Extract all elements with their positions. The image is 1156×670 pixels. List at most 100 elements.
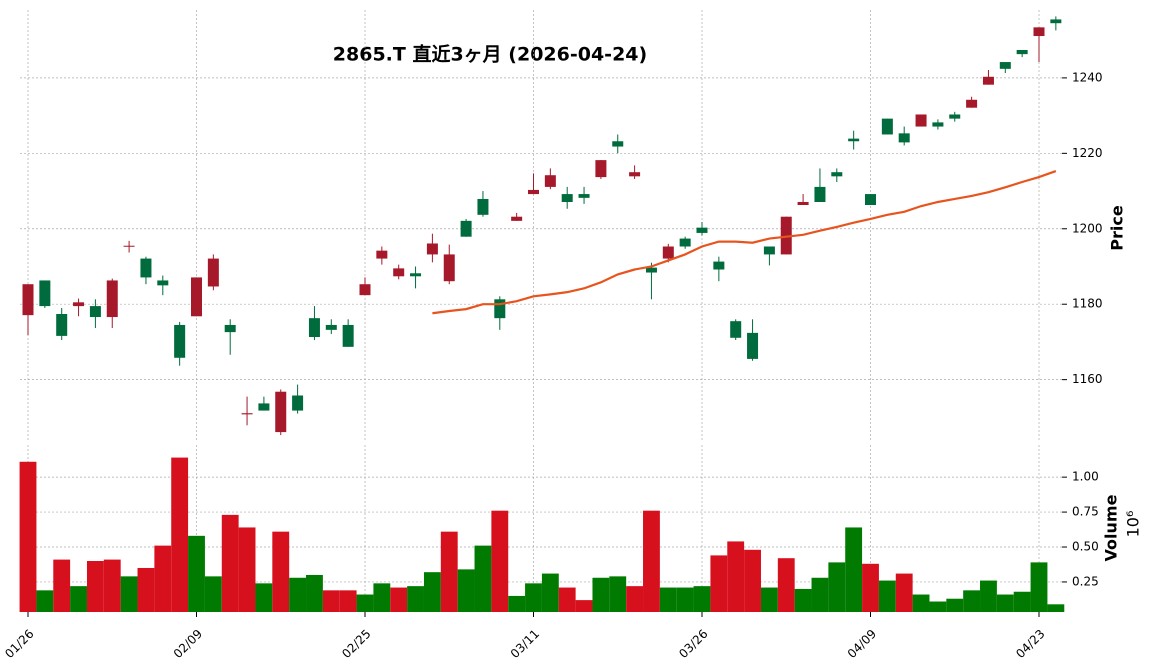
volume-bar — [811, 577, 829, 612]
y-tick-label: 0.75 — [1072, 505, 1099, 519]
candle-body — [207, 258, 219, 287]
candle-body — [848, 138, 860, 142]
x-tick-label: 04/23 — [1013, 627, 1047, 661]
candle-body — [662, 246, 674, 259]
volume-bar — [946, 598, 964, 612]
x-tick-label: 01/26 — [2, 627, 36, 661]
candle-body — [511, 216, 523, 221]
candle-body — [241, 413, 253, 415]
candle-body — [73, 302, 85, 307]
volume-bar — [643, 510, 660, 612]
candle-body — [797, 201, 809, 206]
candle-body — [898, 133, 910, 143]
volume-bar — [541, 573, 559, 612]
candle-body — [595, 160, 607, 178]
y-tick-label: 1200 — [1072, 221, 1103, 235]
volume-bar — [188, 535, 205, 612]
volume-bar — [36, 590, 54, 612]
candle-body — [376, 250, 388, 259]
volume-bar — [845, 527, 863, 612]
candle-body — [393, 268, 405, 277]
candle-body — [359, 284, 371, 296]
candle-body — [342, 324, 354, 347]
volume-bar — [491, 510, 509, 612]
volume-bar — [980, 580, 997, 612]
candle-body — [763, 246, 775, 255]
volume-bar — [356, 594, 374, 612]
volume-bar — [794, 588, 812, 612]
volume-bar — [238, 527, 256, 612]
y-tick-label: 0.50 — [1072, 540, 1099, 554]
candle-body — [22, 284, 34, 316]
candle-body — [39, 280, 51, 307]
volume-bar — [457, 569, 475, 612]
volume-bar — [963, 590, 981, 612]
candle-body — [881, 118, 893, 135]
candle-body — [915, 114, 927, 127]
y-tick-label: 0.25 — [1072, 574, 1099, 588]
candle-body — [1050, 19, 1062, 24]
candle-body — [780, 216, 792, 255]
volume-bar — [912, 594, 930, 612]
x-tick-label: 03/11 — [508, 627, 542, 661]
candle-body — [528, 189, 539, 195]
candle-body — [831, 172, 843, 177]
candle-body — [713, 261, 725, 270]
volume-bar — [525, 583, 542, 612]
candle-body — [1016, 49, 1028, 55]
volume-bar — [760, 587, 778, 612]
candle-body — [174, 324, 186, 358]
volume-bar — [19, 461, 37, 612]
candle-body — [123, 245, 135, 247]
candle-body — [89, 306, 101, 318]
y-axis-scale: 10⁶ — [1124, 511, 1143, 538]
candle-body — [477, 198, 489, 215]
candle-body — [612, 141, 624, 147]
candle-body — [696, 227, 708, 233]
volume-bar — [878, 580, 896, 612]
x-tick-label: 02/09 — [171, 627, 205, 661]
volume-bar — [676, 587, 694, 612]
volume-bar — [53, 559, 71, 612]
candle-body — [460, 220, 472, 237]
volume-bar — [777, 558, 795, 612]
candle-body — [814, 186, 826, 202]
chart-title: 2865.T 直近3ヶ月 (2026-04-24) — [333, 43, 647, 66]
volume-bar — [828, 562, 846, 612]
y-axis-label: Price — [1108, 205, 1127, 251]
x-tick-label: 03/26 — [676, 627, 710, 661]
candle-body — [1033, 27, 1045, 37]
candle-body — [157, 280, 169, 286]
y-tick-label: 1180 — [1072, 297, 1103, 311]
volume-bar — [390, 587, 408, 612]
volume-bar — [154, 545, 172, 612]
volume-bar — [609, 576, 627, 612]
volume-bar — [289, 577, 307, 612]
volume-bar — [895, 573, 913, 612]
volume-bar — [407, 586, 424, 612]
candle-body — [410, 273, 422, 277]
volume-bar — [440, 531, 458, 612]
volume-bar — [693, 586, 711, 612]
volume-bar — [137, 567, 155, 612]
candle-body — [949, 114, 961, 119]
candle-body — [258, 403, 270, 411]
candle-body — [224, 324, 236, 333]
volume-bar — [508, 595, 526, 612]
candle-body — [999, 62, 1011, 69]
candle-body — [932, 122, 944, 127]
volume-bar — [1013, 591, 1031, 612]
volume-bar — [558, 587, 576, 612]
volume-bar — [103, 559, 121, 612]
volume-bar — [255, 583, 273, 612]
volume-bar — [86, 560, 104, 612]
volume-bar — [592, 577, 610, 612]
y-tick-label: 1.00 — [1072, 470, 1099, 484]
candle-body — [308, 318, 320, 338]
candle-body — [578, 194, 590, 198]
candle-body — [106, 280, 118, 318]
y-tick-label: 1220 — [1072, 146, 1103, 160]
candle-body — [494, 299, 506, 319]
candle-body — [325, 324, 337, 330]
